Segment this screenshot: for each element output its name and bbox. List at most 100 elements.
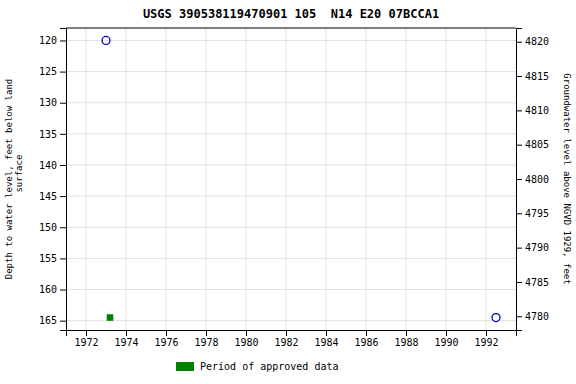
grid-line-y xyxy=(66,227,516,228)
tick: 155 xyxy=(39,253,66,264)
tick: 4800 xyxy=(516,174,549,185)
tick-label: 1976 xyxy=(154,337,178,348)
tick-mark xyxy=(406,330,407,336)
tick: 145 xyxy=(39,191,66,202)
tick-mark xyxy=(60,40,66,41)
tick-mark xyxy=(60,227,66,228)
tick: 4790 xyxy=(516,242,549,253)
y2-axis-label: Groundwater level above NGVD 1929, feet xyxy=(562,73,572,284)
tick: 1988 xyxy=(394,330,418,348)
tick-mark xyxy=(516,213,522,214)
point xyxy=(102,36,110,44)
tick-mark xyxy=(166,330,167,336)
grid-line-y xyxy=(66,196,516,197)
tick: 4815 xyxy=(516,71,549,82)
tick-mark xyxy=(516,282,522,283)
tick: 120 xyxy=(39,35,66,46)
series xyxy=(492,314,500,322)
y2-axis: 482048154810480548004795479047854780 xyxy=(516,29,549,331)
tick-label: 1980 xyxy=(234,337,258,348)
tick-mark xyxy=(60,103,66,104)
tick-label: 1984 xyxy=(314,337,338,348)
tick-label: 1988 xyxy=(394,337,418,348)
tick-mark xyxy=(516,179,522,180)
tick-mark xyxy=(516,316,522,317)
tick-mark xyxy=(60,321,66,322)
grid-line-y xyxy=(66,71,516,72)
legend: Period of approved data xyxy=(176,361,338,372)
tick-mark xyxy=(60,72,66,73)
series xyxy=(107,315,112,320)
grid-line-y xyxy=(66,289,516,290)
tick: 4805 xyxy=(516,139,549,150)
tick-label: 125 xyxy=(39,66,57,77)
tick-mark xyxy=(486,330,487,336)
tick: 4820 xyxy=(516,36,549,47)
grid-line-y xyxy=(66,133,516,134)
y-axis-label: Depth to water level, feet below land su… xyxy=(4,79,24,279)
grid-line-y xyxy=(66,164,516,165)
grid-line-x xyxy=(406,28,407,330)
tick-mark xyxy=(366,330,367,336)
tick-mark xyxy=(206,330,207,336)
grid-line-x xyxy=(486,28,487,330)
tick-label: 1986 xyxy=(354,337,378,348)
series xyxy=(102,36,110,44)
tick-mark xyxy=(246,330,247,336)
tick-label: 165 xyxy=(39,315,57,326)
chart: 1972 1974 1976 1978 1980 1982 1984 1986 1988 1990… xyxy=(0,0,576,384)
title: USGS 390538119470901 105 N14 E20 07BCCA1 xyxy=(143,7,439,21)
tick-mark xyxy=(126,330,127,336)
tick-label: 160 xyxy=(39,284,57,295)
tick-label: 4815 xyxy=(525,71,549,82)
tick: 1974 xyxy=(114,330,138,348)
grid-line-x xyxy=(126,28,127,330)
tick-label: 1982 xyxy=(274,337,298,348)
tick: 4795 xyxy=(516,208,549,219)
plot: 1972 1974 1976 1978 1980 1982 1984 1986 1988 1990… xyxy=(4,28,572,348)
tick: 1972 xyxy=(74,330,98,348)
grid-line-x xyxy=(206,28,207,330)
grid-line-x xyxy=(246,28,247,330)
grid-line-x xyxy=(326,28,327,330)
grid-line-y xyxy=(66,102,516,103)
tick-label: 1990 xyxy=(434,337,458,348)
tick: 1986 xyxy=(354,330,378,348)
grid-line-x xyxy=(166,28,167,330)
grid-line-y xyxy=(66,40,516,41)
tick-label: 1978 xyxy=(194,337,218,348)
tick: 160 xyxy=(39,284,66,295)
tick-label: 155 xyxy=(39,253,57,264)
tick: 1978 xyxy=(194,330,218,348)
y-axis: 120125130135140145150155160165 xyxy=(39,29,67,331)
tick: 130 xyxy=(39,97,66,108)
tick: 135 xyxy=(39,129,66,140)
tick-mark xyxy=(446,330,447,336)
tick: 1984 xyxy=(314,330,338,348)
tick-label: 1974 xyxy=(114,337,138,348)
tick-label: 4790 xyxy=(525,242,549,253)
tick-mark xyxy=(60,134,66,135)
tick-mark xyxy=(516,248,522,249)
tick-mark xyxy=(60,258,66,259)
tick: 150 xyxy=(39,222,66,233)
tick: 1980 xyxy=(234,330,258,348)
grid-line-x xyxy=(286,28,287,330)
tick-mark xyxy=(86,330,87,336)
tick: 4780 xyxy=(516,311,549,322)
tick-mark xyxy=(60,196,66,197)
tick: 165 xyxy=(39,315,66,326)
axis-line xyxy=(517,29,523,331)
tick: 125 xyxy=(39,66,66,77)
tick-label: 4800 xyxy=(525,174,549,185)
tick-label: 4785 xyxy=(525,277,549,288)
point xyxy=(107,315,112,320)
axis-line xyxy=(67,331,517,337)
plot-frame xyxy=(66,28,516,29)
tick-mark xyxy=(516,145,522,146)
tick-mark xyxy=(516,42,522,43)
point xyxy=(492,314,500,322)
tick: 1982 xyxy=(274,330,298,348)
grid-line-y xyxy=(66,258,516,259)
grid-line-x xyxy=(446,28,447,330)
